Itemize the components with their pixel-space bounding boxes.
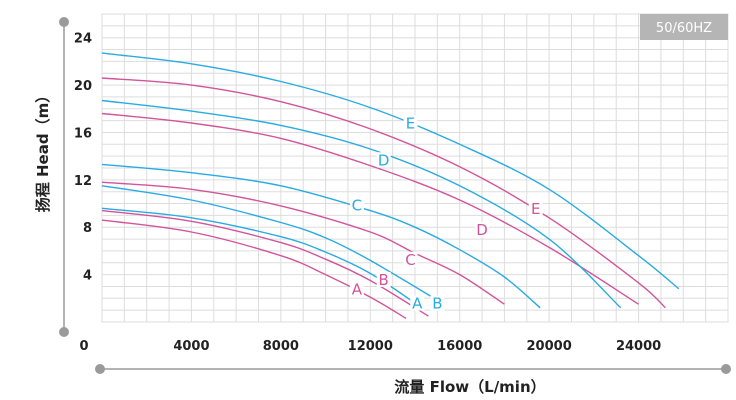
badge-text: 50/60HZ	[656, 21, 712, 36]
y-tick-label: 16	[74, 126, 92, 141]
tick-labels: 0 4000 8000 12000 16000 20000 24000 4 8 12 16 20 24	[74, 32, 661, 354]
y-tick-label: 20	[74, 79, 92, 94]
curve-label-bg	[349, 281, 364, 297]
curves	[101, 52, 680, 320]
curve-label-d-cyan: D	[378, 151, 390, 169]
frequency-badge: 50/60HZ	[640, 14, 728, 40]
y-tick-label: 12	[74, 174, 92, 189]
curve-label-c-magenta: C	[405, 251, 415, 269]
y-tick-label: 4	[83, 269, 92, 284]
curve-b-cyan	[101, 185, 445, 305]
curve-c-cyan	[101, 163, 541, 309]
x-tick-label: 8000	[263, 339, 299, 354]
x-axis-right-dot	[721, 364, 731, 374]
curve-label-c-cyan: C	[352, 196, 362, 214]
x-tick-label: 20000	[527, 339, 572, 354]
curve-a-magenta	[101, 219, 407, 320]
y-tick-label: 8	[83, 221, 92, 236]
curve-label-bg	[410, 295, 425, 311]
curve-b-magenta	[101, 209, 429, 317]
curve-label-b-magenta: B	[379, 271, 389, 289]
curve-label-bg	[475, 222, 490, 238]
curve-label-bg	[430, 295, 445, 311]
curve-label-bg	[403, 251, 418, 267]
x-tick-label: 12000	[348, 339, 393, 354]
curve-d-magenta	[101, 112, 639, 305]
x-tick-label: 4000	[173, 339, 209, 354]
curve-d-cyan	[101, 99, 622, 309]
axes	[59, 17, 731, 374]
y-axis-bottom-dot	[59, 327, 69, 337]
x-tick-label: 16000	[437, 339, 482, 354]
curve-label-e-magenta: E	[531, 200, 540, 218]
curve-label-a-cyan: A	[412, 295, 423, 313]
curve-a-cyan	[101, 207, 416, 304]
curve-c-magenta	[101, 181, 505, 305]
curve-label-a-magenta: A	[352, 280, 363, 298]
y-axis-title: 扬程 Head（m）	[34, 88, 52, 212]
curve-label-d-magenta: D	[476, 221, 488, 239]
grid	[101, 13, 729, 323]
curve-label-bg	[349, 197, 364, 213]
x-tick-label: 24000	[616, 339, 661, 354]
y-axis-top-dot	[59, 17, 69, 27]
x-axis-title: 流量 Flow（L/min）	[394, 378, 545, 396]
curve-label-bg	[528, 200, 543, 216]
curve-label-bg	[403, 115, 418, 131]
curve-label-b-cyan: B	[432, 295, 442, 313]
curve-e-magenta	[101, 77, 666, 309]
curve-label-bg	[376, 152, 391, 168]
x-axis-left-dot	[95, 364, 105, 374]
badge-background	[640, 14, 728, 40]
y-tick-label: 24	[74, 32, 92, 47]
x-tick-label: 0	[79, 339, 88, 354]
curve-label-e-cyan: E	[406, 115, 415, 133]
curve-label-bg	[376, 271, 391, 287]
